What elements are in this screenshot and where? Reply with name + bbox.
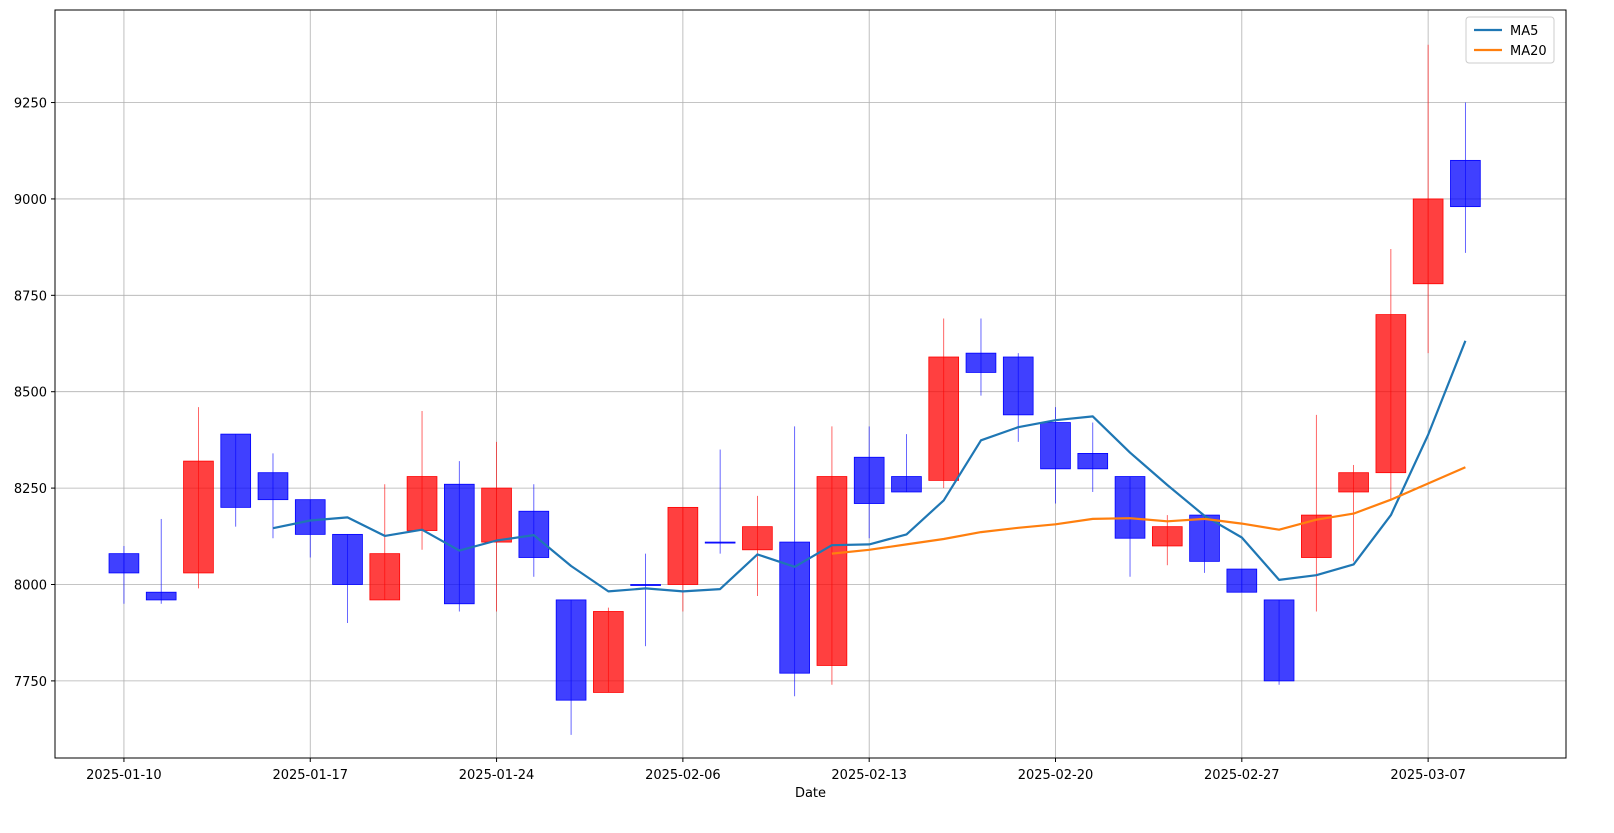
legend: MA5 MA20 xyxy=(1465,16,1555,64)
moving-average-lines xyxy=(272,340,1467,593)
candle-body xyxy=(1077,453,1109,470)
x-tick-label: 2025-01-10 xyxy=(86,768,162,783)
candle-body xyxy=(332,533,363,585)
y-tick-label: 8750 xyxy=(14,289,47,304)
x-tick-label: 2025-02-27 xyxy=(1204,768,1280,783)
candle-body xyxy=(928,356,960,481)
candle-body xyxy=(1450,159,1481,208)
x-tick-label: 2025-02-06 xyxy=(645,768,721,783)
legend-label: MA20 xyxy=(1510,44,1547,59)
candle-body xyxy=(406,476,438,531)
candle-body xyxy=(1040,422,1071,470)
candle-body xyxy=(1412,198,1444,285)
plot-frame xyxy=(54,9,1567,759)
y-tick-label: 8500 xyxy=(14,386,47,401)
x-tick-label: 2025-01-24 xyxy=(459,768,535,783)
y-tick-label: 9000 xyxy=(14,193,47,208)
y-tick-label: 8250 xyxy=(14,482,47,497)
series-line-ma5 xyxy=(272,340,1467,593)
legend-label: MA5 xyxy=(1510,24,1538,39)
series-line-ma20 xyxy=(831,466,1466,555)
candle-body xyxy=(704,541,736,544)
candle-body xyxy=(183,460,214,574)
x-tick-label: 2025-02-20 xyxy=(1018,768,1094,783)
candle-body xyxy=(593,611,624,693)
candle-body xyxy=(1114,476,1146,539)
candle-body xyxy=(816,476,848,666)
x-tick-label: 2025-02-13 xyxy=(831,768,907,783)
axis-ticks: 7750 8000 8250 8500 8750 9000 9250 2025-01-10 20… xyxy=(14,97,1466,783)
candle-body xyxy=(965,352,997,373)
grid xyxy=(55,10,1566,758)
candle-body xyxy=(481,487,512,543)
x-tick-label: 2025-01-17 xyxy=(272,768,348,783)
candle-body xyxy=(1375,314,1407,474)
candles xyxy=(108,44,1481,735)
candle-body xyxy=(220,433,252,508)
candle-body xyxy=(630,584,661,586)
candle-body xyxy=(853,456,885,504)
legend-box xyxy=(1465,16,1555,64)
candle-body xyxy=(1151,526,1183,547)
candle-body xyxy=(1338,472,1369,493)
candle-body xyxy=(667,506,699,585)
candle-body xyxy=(555,599,587,701)
y-tick-label: 8000 xyxy=(14,578,47,593)
candle-body xyxy=(1226,568,1258,593)
y-tick-label: 7750 xyxy=(14,675,47,690)
candle-body xyxy=(369,553,401,601)
candle-body xyxy=(891,476,922,493)
candle-body xyxy=(742,526,773,551)
candle-body xyxy=(1263,599,1295,682)
candle-body xyxy=(145,591,177,601)
x-tick-label: 2025-03-07 xyxy=(1390,768,1466,783)
candle-body xyxy=(294,499,326,535)
x-axis-label: Date xyxy=(795,786,826,801)
candle-body xyxy=(108,553,140,574)
y-tick-label: 9250 xyxy=(14,97,47,112)
candle-body xyxy=(257,472,289,501)
candle-body xyxy=(1002,356,1034,416)
